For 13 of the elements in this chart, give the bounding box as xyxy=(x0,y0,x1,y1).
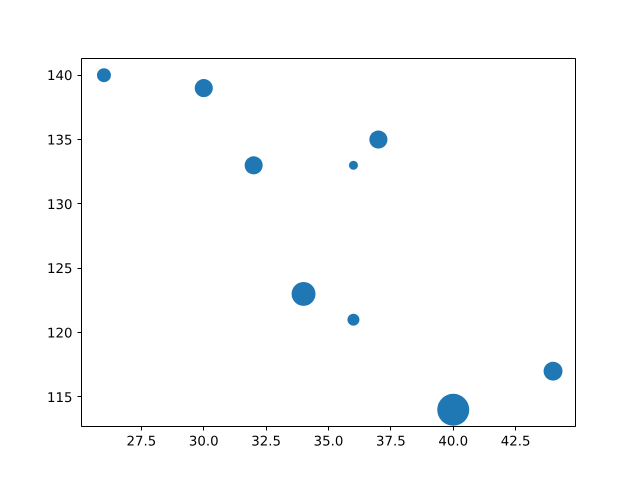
y-tick-label: 115 xyxy=(47,390,73,406)
y-tick-label: 130 xyxy=(47,198,73,213)
x-tick-label: 42.5 xyxy=(500,434,530,450)
x-tick-label: 37.5 xyxy=(376,434,406,450)
y-tick-label: 135 xyxy=(47,134,73,149)
x-tick-label: 40.0 xyxy=(438,434,468,450)
y-tick-label: 125 xyxy=(47,262,73,278)
y-tick-label: 120 xyxy=(47,326,73,342)
x-tick-label: 35.0 xyxy=(314,434,344,450)
x-tick-label: 27.5 xyxy=(126,434,156,450)
x-tick-label: 32.5 xyxy=(251,434,281,450)
y-tick-label: 140 xyxy=(47,69,73,84)
x-tick-label: 30.0 xyxy=(188,434,219,450)
